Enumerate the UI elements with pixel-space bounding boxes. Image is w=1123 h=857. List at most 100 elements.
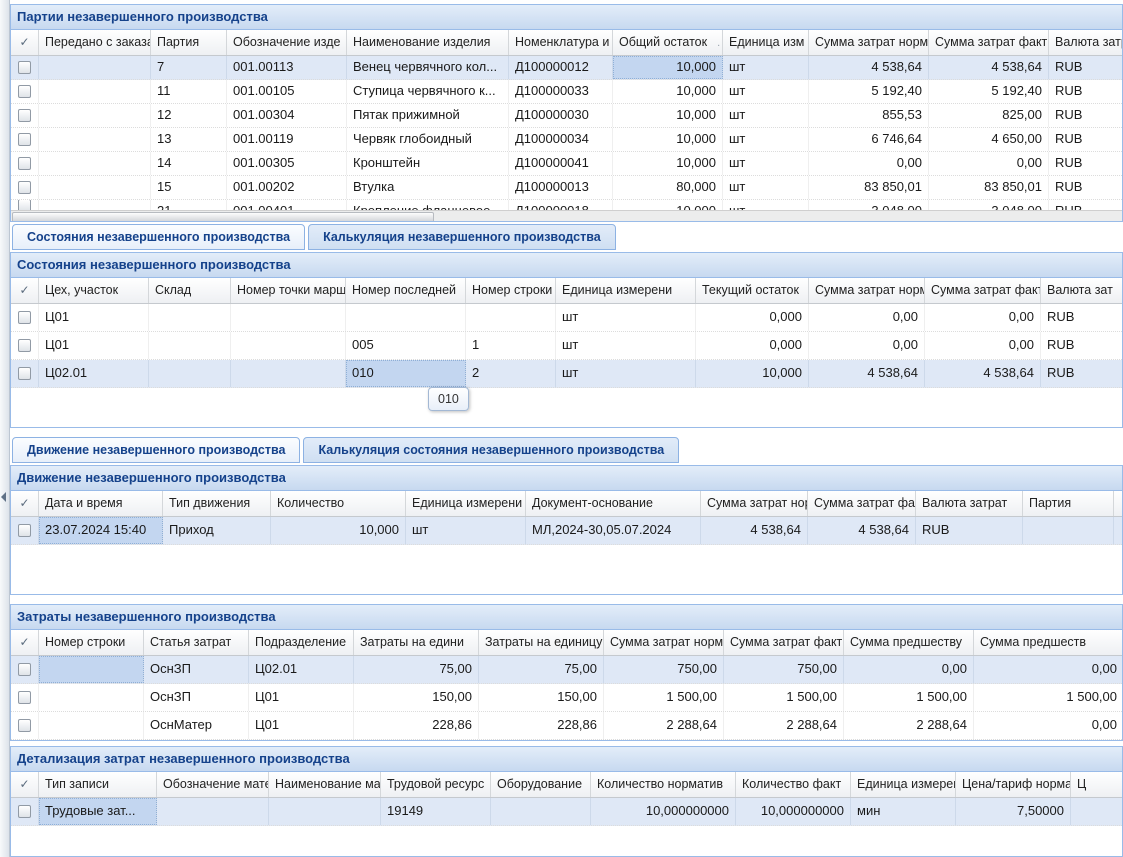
checkbox-cell[interactable] (11, 176, 39, 199)
grid-cell[interactable]: шт (723, 152, 809, 175)
grid-cell[interactable]: RUB (1049, 80, 1122, 103)
grid-cell[interactable]: Ц01 (249, 684, 354, 711)
grid-cell[interactable]: Ц01 (39, 332, 149, 359)
grid-cell[interactable]: 0,00 (974, 656, 1122, 683)
column-header[interactable]: Оборудование (491, 772, 591, 797)
column-header[interactable]: Сумма затрат норм (809, 278, 925, 303)
select-all-column-header[interactable]: ✓ (11, 491, 39, 516)
checkbox-cell[interactable] (11, 80, 39, 103)
row-checkbox[interactable] (18, 61, 31, 74)
grid-cell[interactable]: 0,00 (809, 152, 929, 175)
grid-cell[interactable]: Червяк глобоидный (347, 128, 509, 151)
table-row[interactable]: ОснМатер Ц01 228,86 228,86 2 288,64 2 288,64 2… (11, 712, 1122, 740)
row-checkbox[interactable] (18, 157, 31, 170)
grid-cell[interactable] (39, 712, 144, 739)
grid-cell[interactable]: 15 (151, 176, 227, 199)
grid-cell[interactable]: 005 (346, 332, 466, 359)
grid-cell[interactable]: 10,000 (613, 56, 723, 79)
grid-cell[interactable]: 7 (151, 56, 227, 79)
grid-cell[interactable]: 4 538,64 (929, 56, 1049, 79)
grid-cell[interactable]: RUB (1041, 332, 1122, 359)
grid-cell[interactable]: шт (723, 176, 809, 199)
grid-cell[interactable]: 75,00 (354, 656, 479, 683)
grid-cell[interactable]: 3 048,00 (809, 200, 929, 210)
column-header[interactable]: Затраты на единицу (479, 630, 604, 655)
column-header[interactable]: Дата и время (39, 491, 163, 516)
grid-cell[interactable]: 2 (466, 360, 556, 387)
grid-cell[interactable] (39, 684, 144, 711)
row-checkbox[interactable] (18, 663, 31, 676)
column-header[interactable]: Номер строки (39, 630, 144, 655)
grid-cell[interactable]: шт (723, 200, 809, 210)
column-header[interactable]: Количество норматив (591, 772, 736, 797)
grid-cell[interactable] (149, 304, 231, 331)
column-header[interactable]: Валюта затрат (916, 491, 1023, 516)
grid-cell[interactable]: Кронштейн (347, 152, 509, 175)
column-header[interactable]: Документ-основание (526, 491, 701, 516)
column-header[interactable]: Склад (149, 278, 231, 303)
table-row[interactable]: 13 001.00119 Червяк глобоидный Д100000034 10… (11, 128, 1122, 152)
grid-cell[interactable]: 2 288,64 (844, 712, 974, 739)
tab[interactable]: Калькуляция незавершенного производства (308, 224, 616, 250)
grid-cell[interactable]: 001.00401 (227, 200, 347, 210)
grid-cell[interactable]: 4 538,64 (809, 360, 925, 387)
column-header[interactable]: Затраты на едини (354, 630, 479, 655)
tab[interactable]: Состояния незавершенного производства (12, 224, 306, 250)
table-row[interactable]: 14 001.00305 Кронштейн Д100000041 10,000 шт 0,… (11, 152, 1122, 176)
grid-cell[interactable]: шт (406, 517, 526, 544)
grid-cell[interactable]: 1 500,00 (974, 684, 1122, 711)
grid-cell[interactable]: ОснЗП (144, 656, 249, 683)
grid-cell[interactable]: 001.00113 (227, 56, 347, 79)
grid-cell[interactable]: 750,00 (724, 656, 844, 683)
column-header[interactable]: Тип записи (39, 772, 157, 797)
grid-cell[interactable]: 001.00305 (227, 152, 347, 175)
grid-cell[interactable]: Втулка (347, 176, 509, 199)
collapse-left-arrow-icon[interactable] (1, 492, 6, 502)
grid-cell[interactable]: Пятак прижимной (347, 104, 509, 127)
grid-cell[interactable]: 1 (466, 332, 556, 359)
grid-cell[interactable]: 825,00 (929, 104, 1049, 127)
grid-cell[interactable]: 19149 (381, 798, 491, 825)
grid-cell[interactable]: Ступица червячного к... (347, 80, 509, 103)
checkbox-cell[interactable] (11, 517, 39, 544)
grid-cell[interactable] (39, 176, 151, 199)
table-row[interactable]: ОснЗП Ц02.01 75,00 75,00 750,00 750,00 0,00 0,0… (11, 656, 1122, 684)
table-row[interactable]: Ц02.01 010 2 шт 10,000 4 538,64 4 538,64 RUB (11, 360, 1122, 388)
column-header[interactable]: Наименование мат (269, 772, 381, 797)
grid-cell[interactable] (39, 656, 144, 683)
column-header[interactable]: Номер последней (346, 278, 466, 303)
grid-cell[interactable]: 75,00 (479, 656, 604, 683)
column-header[interactable]: Номер точки марш (231, 278, 346, 303)
grid-cell[interactable]: 750,00 (604, 656, 724, 683)
grid-cell[interactable]: 10,000 (696, 360, 809, 387)
grid-cell[interactable]: 14 (151, 152, 227, 175)
grid-cell[interactable]: 2 288,64 (604, 712, 724, 739)
grid-cell[interactable]: RUB (1049, 128, 1122, 151)
grid-cell[interactable]: 1 500,00 (724, 684, 844, 711)
grid-cell[interactable]: шт (723, 56, 809, 79)
row-checkbox[interactable] (18, 691, 31, 704)
grid-cell[interactable]: 6 746,64 (809, 128, 929, 151)
checkbox-cell[interactable] (11, 200, 39, 210)
grid-cell[interactable] (346, 304, 466, 331)
grid-cell[interactable]: 010 (346, 360, 466, 387)
grid-cell[interactable]: 7,50000 (956, 798, 1071, 825)
table-row[interactable]: ОснЗП Ц01 150,00 150,00 1 500,00 1 500,00 1 50… (11, 684, 1122, 712)
select-all-column-header[interactable]: ✓ (11, 30, 39, 55)
grid-cell[interactable]: 228,86 (479, 712, 604, 739)
table-row[interactable]: Ц01 005 1 шт 0,000 0,00 0,00 RUB (11, 332, 1122, 360)
select-all-column-header[interactable]: ✓ (11, 630, 39, 655)
grid-cell[interactable] (149, 332, 231, 359)
grid-cell[interactable]: 001.00304 (227, 104, 347, 127)
grid-cell[interactable]: 001.00105 (227, 80, 347, 103)
grid-cell[interactable] (491, 798, 591, 825)
column-header[interactable]: Тип движения (163, 491, 271, 516)
checkbox-cell[interactable] (11, 656, 39, 683)
checkbox-cell[interactable] (11, 104, 39, 127)
grid-cell[interactable]: Приход (163, 517, 271, 544)
grid-cell[interactable]: 4 538,64 (925, 360, 1041, 387)
grid-cell[interactable]: RUB (1041, 304, 1122, 331)
column-header[interactable]: Валюта зат (1041, 278, 1122, 303)
checkbox-cell[interactable] (11, 152, 39, 175)
grid-cell[interactable]: 5 192,40 (929, 80, 1049, 103)
